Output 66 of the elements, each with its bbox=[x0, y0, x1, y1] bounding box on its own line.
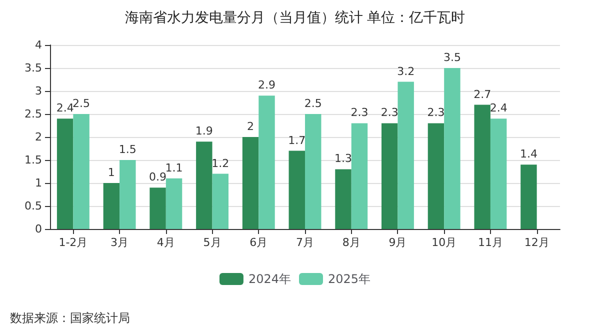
y-tick-label: 0 bbox=[35, 222, 42, 236]
data-label: 1.4 bbox=[520, 148, 538, 161]
y-tick-label: 1 bbox=[35, 176, 42, 190]
data-label: 3.5 bbox=[443, 51, 461, 64]
bar bbox=[73, 114, 90, 229]
bar bbox=[288, 150, 305, 229]
bar bbox=[428, 123, 444, 229]
bar bbox=[212, 174, 228, 229]
source-note: 数据来源：国家统计局 bbox=[10, 311, 130, 325]
data-label: 2.3 bbox=[350, 106, 368, 120]
bar bbox=[258, 96, 275, 229]
y-tick-label: 2.5 bbox=[24, 108, 42, 120]
y-tick-label: 0.5 bbox=[24, 200, 42, 212]
data-label: 1.3 bbox=[334, 152, 352, 166]
legend-label: 2024年 bbox=[248, 272, 292, 286]
bar bbox=[490, 118, 507, 229]
data-label: 2 bbox=[247, 120, 254, 133]
x-tick-label: 1-2月 bbox=[58, 236, 88, 249]
data-label: 2.3 bbox=[380, 106, 398, 120]
y-tick-label: 3 bbox=[35, 84, 42, 98]
bar bbox=[305, 114, 322, 229]
bar bbox=[351, 123, 368, 229]
y-tick-label: 3.5 bbox=[24, 62, 42, 74]
x-tick-label: 8月 bbox=[342, 236, 360, 249]
data-label: 0.9 bbox=[149, 170, 167, 184]
data-label: 2.3 bbox=[427, 106, 445, 120]
x-tick-label: 10月 bbox=[432, 236, 457, 249]
x-tick-label: 5月 bbox=[203, 236, 222, 249]
data-label: 1 bbox=[108, 166, 115, 179]
bar bbox=[398, 82, 414, 229]
bar bbox=[120, 160, 136, 229]
bar bbox=[150, 188, 166, 229]
data-label: 1.7 bbox=[288, 134, 306, 147]
y-tick-label: 2 bbox=[35, 130, 42, 144]
x-tick-label: 6月 bbox=[250, 236, 268, 249]
data-label: 2.5 bbox=[72, 97, 90, 110]
data-label: 1.5 bbox=[118, 143, 136, 156]
data-label: 2.4 bbox=[490, 102, 508, 115]
bar bbox=[242, 137, 259, 229]
data-label: 3.2 bbox=[397, 64, 415, 78]
data-label: 1.1 bbox=[165, 161, 183, 174]
chart-title: 海南省水力发电量分月（当月值）统计 单位：亿千瓦时 bbox=[124, 10, 466, 26]
x-tick-label: 3月 bbox=[110, 236, 129, 249]
data-label: 2.5 bbox=[304, 97, 322, 110]
bar bbox=[103, 183, 120, 229]
y-tick-label: 4 bbox=[35, 38, 42, 52]
bar bbox=[382, 123, 398, 229]
bar bbox=[56, 118, 74, 229]
x-tick-label: 4月 bbox=[156, 236, 175, 249]
bar bbox=[335, 169, 352, 229]
x-tick-label: 9月 bbox=[388, 236, 407, 249]
bar bbox=[474, 104, 490, 229]
x-tick-label: 12月 bbox=[524, 236, 550, 249]
legend-label: 2025年 bbox=[328, 272, 371, 286]
data-label: 2.7 bbox=[474, 88, 492, 101]
data-label: 2.4 bbox=[56, 102, 74, 115]
data-label: 2.9 bbox=[258, 78, 276, 92]
bar bbox=[444, 68, 460, 229]
x-tick-label: 7月 bbox=[296, 236, 314, 249]
y-tick-label: 1.5 bbox=[24, 154, 42, 166]
x-tick-label: 11月 bbox=[478, 236, 503, 249]
data-label: 1.9 bbox=[195, 124, 213, 138]
bar bbox=[520, 164, 537, 229]
bar bbox=[166, 178, 182, 229]
bar bbox=[196, 142, 212, 229]
data-label: 1.2 bbox=[212, 156, 230, 170]
